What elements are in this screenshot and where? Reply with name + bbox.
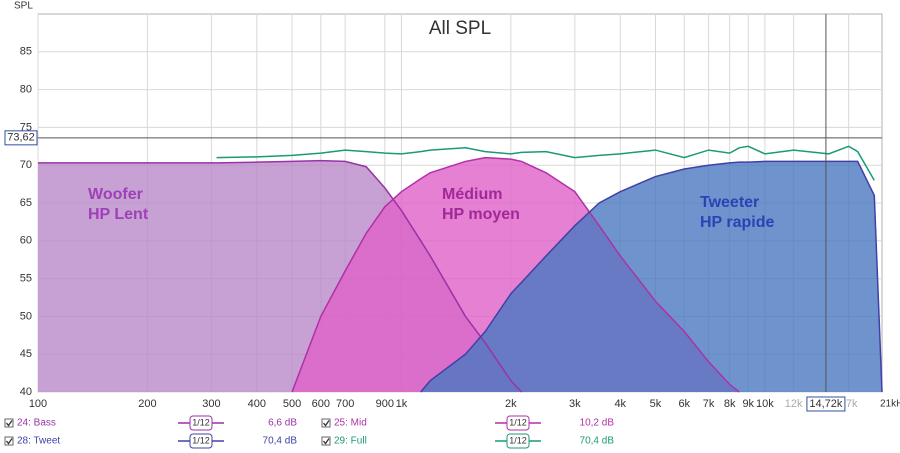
y-tick-label: 55 (20, 273, 32, 285)
line (38, 159, 523, 393)
legend-checkbox[interactable] (4, 436, 14, 446)
smoothing-label: 1/12 (509, 417, 527, 427)
smoothing-box[interactable] (506, 415, 530, 431)
cursor-label: 14,72k (809, 398, 843, 410)
legend-checkbox[interactable] (4, 418, 14, 428)
legend-label: 28: Tweet (17, 436, 60, 447)
x-tick-label: 8k (724, 398, 736, 410)
legend-level: 70,4 dB (263, 436, 298, 447)
x-tick-label: 4k (614, 398, 626, 410)
legend-check (5, 438, 13, 445)
smoothing-box[interactable] (506, 433, 530, 449)
legend-check (322, 420, 330, 427)
legend-label: 25: Mid (334, 418, 367, 429)
x-tick-label: 100 (29, 398, 47, 410)
y-axis-label: SPL (14, 1, 33, 12)
smoothing-label: 1/12 (192, 435, 210, 445)
legend-level: 6,6 dB (268, 418, 297, 429)
legend-label: 24: Bass (17, 418, 56, 429)
chart-title: All SPL (429, 18, 491, 39)
annotation: Tweeter (700, 194, 759, 211)
y-tick-label: 70 (20, 159, 32, 171)
legend-checkbox[interactable] (321, 436, 331, 446)
legend: 24: Bass 1/12 6,6 dB 25: Mid 1/12 10,2 dB 28: … (4, 415, 615, 449)
x-tick-label: 700 (336, 398, 354, 410)
x-tick-label: 12k (785, 398, 803, 410)
smoothing-box[interactable] (189, 433, 213, 449)
x-tick-label: 10k (756, 398, 774, 410)
line (216, 145, 875, 181)
x-tick-label: 7k (703, 398, 715, 410)
y-tick-label: 80 (20, 84, 32, 96)
x-tick-label: 5k (650, 398, 662, 410)
legend-checkbox[interactable] (321, 418, 331, 428)
x-tick-label: 6k (678, 398, 690, 410)
x-tick-label: 600 (312, 398, 330, 410)
y-tick-label: 60 (20, 235, 32, 247)
annotation: Médium (442, 186, 502, 203)
cursor-box (806, 396, 846, 412)
x-tick-label: 900 (376, 398, 394, 410)
line (291, 156, 740, 393)
lines (38, 145, 883, 393)
smoothing-label: 1/12 (192, 417, 210, 427)
x-tick-label: 9k (742, 398, 754, 410)
y-tick-label: 75 (20, 121, 32, 133)
x-unit-label: 21kHz (880, 399, 900, 410)
legend-check (322, 438, 330, 445)
cursor-box (4, 130, 38, 146)
area (420, 161, 882, 392)
legend-label: 29: Full (334, 436, 367, 447)
annotations: Woofer HP Lent Médium HP moyen Tweeter HP rap… (88, 186, 775, 231)
smoothing-box[interactable] (189, 415, 213, 431)
y-tick-label: 50 (20, 310, 32, 322)
areas (38, 157, 882, 392)
x-tick-label: 300 (202, 398, 220, 410)
cursor: 73,62 14,72k (4, 14, 882, 412)
smoothing-label: 1/12 (509, 435, 527, 445)
y-tick-label: 65 (20, 197, 32, 209)
x-tick-label: 500 (283, 398, 301, 410)
line (420, 160, 883, 393)
legend-level: 70,4 dB (580, 436, 615, 447)
y-tick-label: 85 (20, 46, 32, 58)
annotation: HP moyen (442, 206, 520, 223)
annotation: HP Lent (88, 206, 149, 223)
x-tick-label: 3k (569, 398, 581, 410)
annotation: HP rapide (700, 214, 775, 231)
legend-check (5, 420, 13, 427)
x-tick-label: 400 (248, 398, 266, 410)
cursor-label: 73,62 (7, 132, 35, 144)
annotation: Woofer (88, 186, 143, 203)
y-tick-label: 45 (20, 348, 32, 360)
x-tick-label: 2k (505, 398, 517, 410)
x-tick-label: 1k (396, 398, 408, 410)
x-tick-label: 200 (138, 398, 156, 410)
y-tick-label: 40 (20, 386, 32, 398)
legend-level: 10,2 dB (580, 418, 615, 429)
